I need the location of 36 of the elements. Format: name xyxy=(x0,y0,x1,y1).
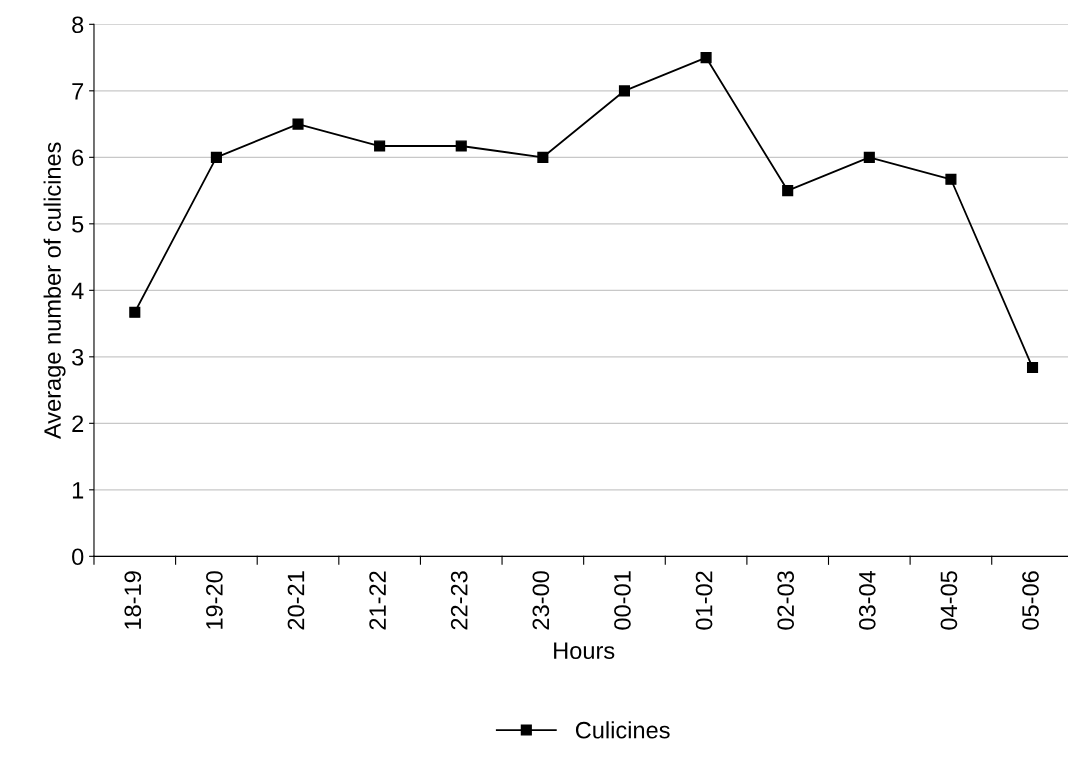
x-tick-label: 02-03 xyxy=(777,571,795,630)
y-tick-label: 3 xyxy=(72,348,84,366)
x-tick-label: 04-05 xyxy=(940,571,958,630)
y-tick-label: 5 xyxy=(72,216,84,233)
x-tick-label: 20-21 xyxy=(287,571,305,630)
x-axis-title: Hours xyxy=(554,642,615,660)
x-tick-label: 22-23 xyxy=(450,571,468,630)
y-tick-label: 6 xyxy=(72,149,84,167)
x-tick-label: 19-20 xyxy=(206,571,223,629)
y-tick-label: 2 xyxy=(72,415,84,432)
point xyxy=(618,85,631,97)
y-tick-label: 1 xyxy=(72,482,84,499)
x-tick-label: 18-19 xyxy=(124,571,142,629)
point xyxy=(374,140,386,152)
point xyxy=(129,306,141,318)
point xyxy=(292,118,304,130)
y-tick-label: 8 xyxy=(72,16,84,34)
x-tick-label: 03-04 xyxy=(858,570,876,630)
y-tick-label: 4 xyxy=(71,282,84,299)
legend-label: Culicines xyxy=(575,721,670,739)
x-tick-label: 01-02 xyxy=(695,571,713,630)
point xyxy=(863,151,875,163)
point xyxy=(455,140,467,152)
y-tick-label: 7 xyxy=(72,83,84,100)
point xyxy=(537,151,549,163)
x-tick-label: 23-00 xyxy=(532,571,550,630)
x-tick-label: 05-06 xyxy=(1022,571,1039,630)
x-tick-label: 00-01 xyxy=(614,571,631,630)
point xyxy=(945,173,957,185)
point xyxy=(1026,361,1039,374)
y-axis-title: Average number of culicines xyxy=(43,142,66,440)
point xyxy=(210,151,222,163)
point xyxy=(700,52,712,64)
point xyxy=(782,185,794,197)
x-tick-label: 21-22 xyxy=(369,571,386,630)
y-tick-label: 0 xyxy=(72,548,84,566)
